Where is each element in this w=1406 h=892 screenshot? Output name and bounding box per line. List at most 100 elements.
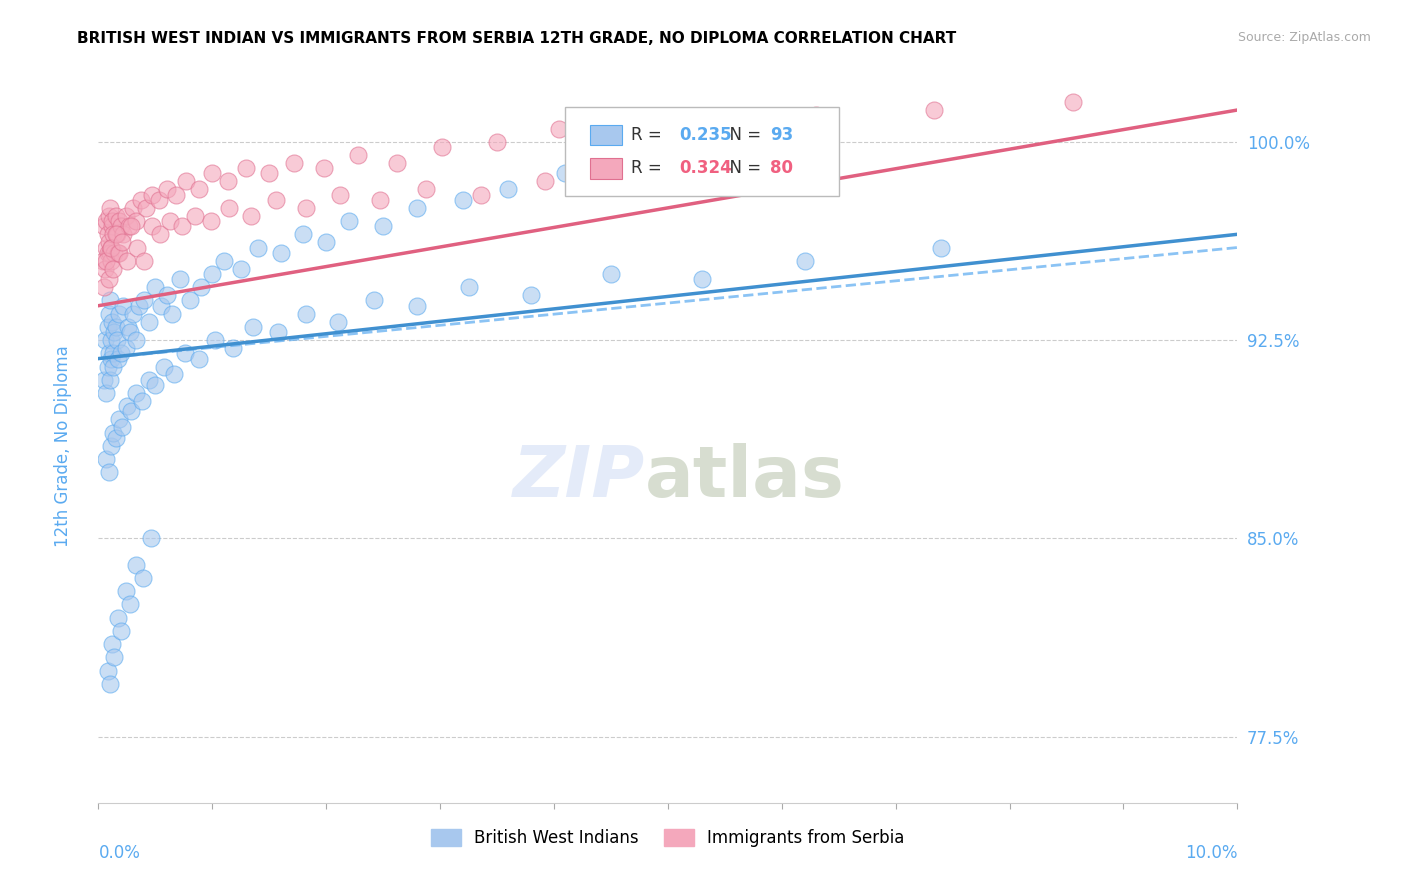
Point — [103, 227, 125, 242]
Text: atlas: atlas — [645, 442, 845, 511]
Point — [112, 227, 135, 242]
Point — [156, 288, 179, 302]
Point — [96, 240, 118, 255]
Text: 93: 93 — [770, 126, 793, 144]
Point — [114, 584, 136, 599]
Point — [312, 161, 335, 176]
Point — [924, 103, 946, 117]
Point — [368, 193, 391, 207]
Point — [187, 182, 209, 196]
Point — [697, 156, 720, 170]
Point — [93, 373, 115, 387]
Point — [138, 373, 160, 387]
Point — [97, 209, 120, 223]
Point — [326, 315, 349, 329]
Point — [125, 333, 148, 347]
Point — [240, 209, 263, 223]
Point — [554, 166, 576, 180]
Point — [337, 214, 360, 228]
Point — [620, 129, 643, 144]
Point — [121, 307, 143, 321]
Point — [222, 341, 245, 355]
Point — [190, 280, 212, 294]
Point — [125, 558, 148, 572]
FancyBboxPatch shape — [591, 158, 623, 178]
Text: 0.235: 0.235 — [679, 126, 733, 144]
Point — [128, 299, 150, 313]
Point — [162, 368, 184, 382]
Point — [103, 359, 125, 374]
FancyBboxPatch shape — [591, 125, 623, 145]
Point — [486, 135, 509, 149]
Point — [150, 299, 173, 313]
Point — [201, 267, 224, 281]
Point — [97, 272, 120, 286]
Point — [162, 307, 184, 321]
Point — [107, 245, 129, 260]
Point — [120, 404, 142, 418]
Point — [111, 420, 134, 434]
Point — [702, 140, 724, 154]
Point — [103, 346, 125, 360]
Point — [264, 193, 287, 207]
Point — [108, 307, 131, 321]
Point — [235, 161, 257, 176]
Point — [112, 299, 135, 313]
Point — [229, 261, 252, 276]
Point — [101, 214, 124, 228]
Point — [145, 378, 167, 392]
Point — [294, 307, 316, 321]
Point — [101, 637, 124, 651]
Point — [131, 393, 153, 408]
Point — [108, 214, 131, 228]
Point — [120, 598, 142, 612]
Point — [125, 214, 148, 228]
Point — [114, 209, 136, 223]
Text: 10.0%: 10.0% — [1185, 844, 1237, 862]
Point — [94, 261, 117, 276]
Point — [347, 148, 370, 162]
Point — [165, 187, 187, 202]
Point — [108, 245, 131, 260]
Point — [174, 174, 197, 188]
Point — [470, 187, 492, 202]
Point — [149, 227, 172, 242]
Point — [218, 201, 240, 215]
Point — [101, 219, 124, 234]
Text: R =: R = — [631, 160, 668, 178]
Point — [104, 431, 127, 445]
Point — [103, 261, 125, 276]
Point — [111, 235, 134, 250]
Point — [98, 677, 121, 691]
Point — [108, 412, 131, 426]
Point — [406, 201, 429, 215]
Point — [97, 465, 120, 479]
Point — [132, 571, 155, 585]
Point — [432, 140, 454, 154]
Point — [118, 219, 141, 234]
Point — [103, 650, 125, 665]
Point — [110, 624, 132, 638]
Point — [804, 108, 827, 122]
Text: 12th Grade, No Diploma: 12th Grade, No Diploma — [55, 345, 72, 547]
Point — [120, 325, 142, 339]
Point — [315, 235, 337, 250]
Point — [498, 182, 520, 196]
Point — [100, 333, 122, 347]
Point — [179, 293, 201, 308]
Point — [371, 219, 394, 234]
Point — [385, 156, 408, 170]
Point — [690, 272, 713, 286]
Point — [129, 193, 152, 207]
Point — [138, 315, 160, 329]
Point — [103, 245, 125, 260]
Point — [127, 240, 149, 255]
Point — [187, 351, 209, 366]
Point — [534, 174, 557, 188]
Point — [97, 346, 120, 360]
Point — [104, 209, 127, 223]
Point — [169, 272, 191, 286]
Point — [184, 209, 207, 223]
Point — [107, 610, 129, 624]
Text: 0.0%: 0.0% — [98, 844, 141, 862]
